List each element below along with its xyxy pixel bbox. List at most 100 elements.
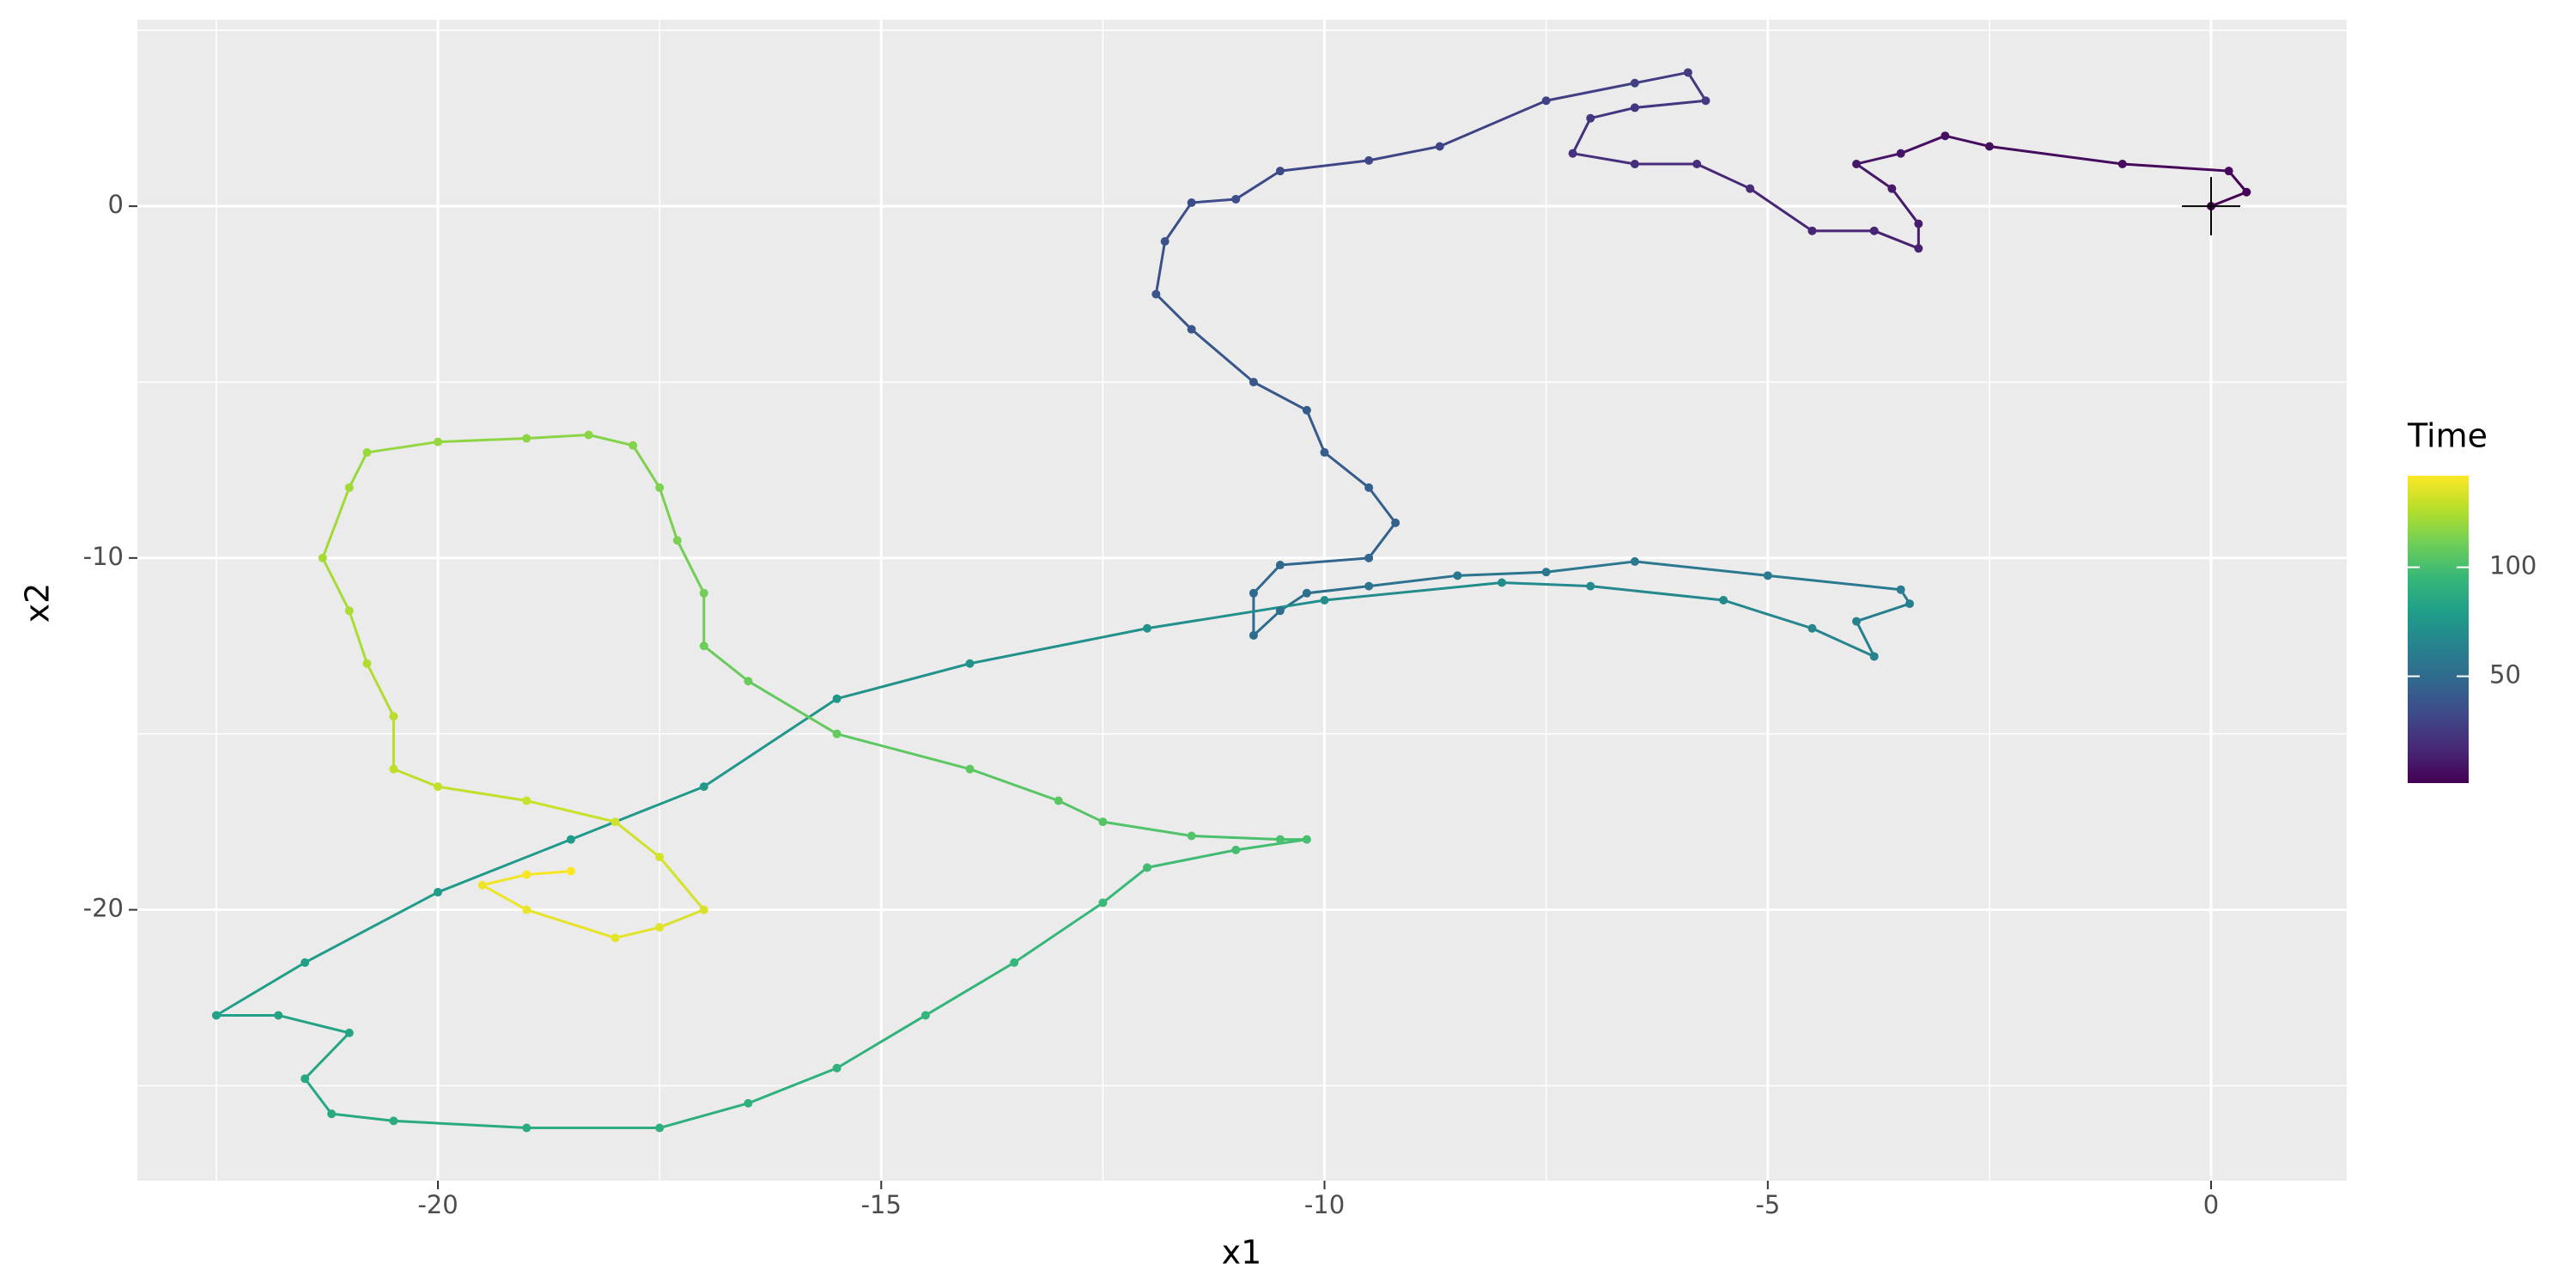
point	[1498, 578, 1507, 587]
point	[301, 957, 310, 967]
path-segment	[702, 697, 839, 788]
point	[327, 1109, 337, 1119]
path-segment	[303, 1031, 351, 1080]
path-segment	[1252, 380, 1309, 412]
point	[1435, 142, 1444, 151]
path-segment	[1589, 585, 1725, 602]
point	[1852, 159, 1862, 168]
point	[1630, 159, 1639, 168]
path-segment	[1305, 585, 1370, 595]
point	[832, 1063, 841, 1072]
point	[832, 729, 841, 738]
point	[1187, 325, 1196, 334]
path-segment	[1633, 70, 1690, 85]
path-segment	[1455, 570, 1548, 577]
point	[477, 880, 487, 890]
point	[1896, 149, 1905, 158]
path-segment	[1545, 560, 1637, 574]
point	[1630, 78, 1639, 88]
path-segment	[1988, 144, 2124, 166]
point	[362, 659, 372, 668]
path-segment	[1855, 152, 1903, 166]
point	[1364, 553, 1374, 562]
point	[1896, 585, 1905, 594]
point	[1320, 596, 1329, 605]
point	[1807, 623, 1817, 633]
path-segment	[1154, 240, 1167, 296]
point	[699, 641, 708, 651]
point	[566, 835, 575, 844]
path-segment	[1766, 574, 1903, 592]
path-segment	[2227, 169, 2248, 194]
point	[389, 712, 398, 721]
point	[1302, 588, 1311, 598]
path-segment	[330, 1112, 395, 1122]
point	[274, 1011, 283, 1020]
path-segment	[2209, 191, 2248, 208]
point	[1453, 571, 1462, 580]
path-segment	[1589, 106, 1637, 120]
point	[1763, 571, 1772, 580]
path-segment	[658, 486, 679, 542]
point	[611, 933, 620, 943]
path-segment	[1252, 609, 1282, 637]
path-segment	[924, 961, 1016, 1017]
point	[744, 1098, 753, 1108]
point	[584, 430, 593, 440]
point	[965, 764, 975, 774]
point	[362, 447, 372, 457]
x-tick-label: -10	[1304, 1190, 1345, 1219]
path-segment	[1899, 134, 1947, 155]
path-segment	[1323, 581, 1504, 602]
y-tick-label: 0	[108, 190, 124, 219]
path-segment	[1686, 70, 1707, 102]
path-segment	[1943, 134, 1991, 148]
point	[2224, 167, 2233, 176]
point	[655, 923, 665, 933]
point	[522, 1123, 532, 1133]
path-segment	[1855, 602, 1911, 623]
path-segment	[525, 433, 591, 440]
x-tick-label: -20	[417, 1190, 458, 1219]
path-segment	[1154, 293, 1194, 331]
path-segment	[1279, 159, 1370, 173]
point	[1807, 226, 1817, 235]
point	[301, 1074, 310, 1084]
legend-title: Time	[2407, 417, 2488, 455]
point	[1683, 68, 1692, 77]
point	[1364, 581, 1374, 591]
point	[522, 870, 532, 879]
point	[655, 483, 665, 492]
path-segment	[1633, 560, 1770, 577]
path-segment	[1234, 169, 1282, 201]
path-segment	[1810, 627, 1876, 659]
point	[566, 866, 575, 876]
point	[655, 853, 665, 862]
path-segment	[702, 644, 750, 683]
point	[1692, 159, 1702, 168]
path-segment	[1057, 799, 1104, 823]
path-segment	[1367, 574, 1459, 588]
path-segment	[1145, 848, 1237, 869]
path-segment	[631, 444, 661, 489]
y-axis-title: x2	[19, 583, 57, 623]
path-segment	[1855, 620, 1876, 659]
point	[699, 782, 708, 792]
point	[1364, 483, 1374, 492]
path-segment	[614, 820, 661, 859]
point	[1249, 377, 1258, 386]
point	[344, 483, 354, 492]
point	[1231, 845, 1241, 854]
point	[522, 905, 532, 914]
trajectory	[211, 68, 2251, 1133]
point	[1541, 96, 1551, 106]
point	[1568, 149, 1577, 158]
path-segment	[481, 873, 528, 887]
point	[1302, 405, 1311, 415]
path-segment	[1571, 152, 1637, 166]
path-segment	[392, 768, 440, 788]
path-segment	[525, 869, 573, 877]
point	[655, 1123, 665, 1133]
colorbar-tick-label: 100	[2489, 551, 2537, 580]
